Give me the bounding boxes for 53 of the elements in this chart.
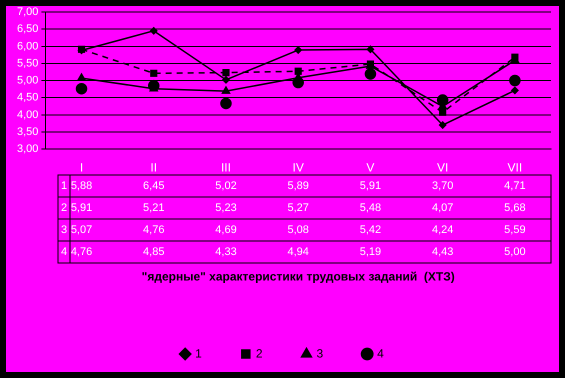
data-label: 5,21: [143, 202, 164, 214]
x-tick-label: IV: [292, 160, 304, 175]
x-tick-label: III: [220, 160, 231, 175]
y-tick-label: 5,50: [16, 57, 38, 70]
data-label: 5,42: [360, 224, 382, 236]
data-label: 4,76: [70, 246, 92, 258]
legend-label: 2: [256, 346, 263, 360]
data-label: 5,08: [287, 224, 309, 236]
text: "ядерные" характеристики трудовых заданий (ХТЗ): [142, 269, 455, 284]
x-tick-label: VII: [508, 160, 522, 175]
data-label: 5,48: [360, 202, 382, 214]
x-tick-label: II: [150, 160, 158, 175]
text: 2: [60, 202, 68, 214]
y-tick-label: 3,50: [16, 126, 38, 138]
data-label: 4,76: [143, 224, 164, 236]
data-label: 5,00: [504, 246, 526, 258]
y-tick-label: 5,00: [16, 74, 38, 87]
x-tick-label: I: [80, 160, 84, 175]
legend-label: 1: [195, 346, 202, 360]
data-label: 4,85: [143, 246, 164, 258]
y-tick-label: 3,00: [16, 143, 38, 156]
data-label: 5,68: [504, 202, 526, 214]
data-label: 5,91: [360, 180, 382, 192]
data-label: 5,88: [70, 180, 92, 192]
data-label: 5,27: [287, 202, 309, 214]
data-label: 6,45: [143, 180, 164, 192]
text: 1: [60, 180, 68, 192]
data-label: 5,07: [70, 224, 92, 236]
data-label: 5,89: [287, 180, 309, 192]
data-label: 4,43: [432, 246, 454, 258]
data-label: 4,07: [432, 202, 454, 214]
legend-label: 4: [377, 346, 384, 360]
data-label: 4,24: [432, 224, 454, 236]
data-label: 5,19: [360, 246, 382, 258]
data-label: 4,69: [215, 224, 237, 236]
text: 3: [60, 224, 68, 236]
data-label: 4,71: [504, 180, 526, 192]
data-label: 5,02: [215, 180, 237, 192]
x-tick-label: VI: [436, 160, 448, 175]
y-tick-label: 4,50: [16, 92, 38, 104]
data-label: 5,59: [504, 224, 526, 236]
data-label: 4,94: [287, 246, 309, 258]
x-tick-label: V: [366, 160, 374, 175]
y-tick-label: 6,00: [16, 40, 38, 52]
text: 4: [60, 246, 68, 258]
y-tick-label: 4,00: [16, 108, 38, 121]
data-label: 5,91: [70, 202, 92, 214]
y-tick-label: 6,50: [16, 23, 38, 36]
legend-label: 3: [316, 346, 324, 360]
data-label: 4,33: [215, 246, 237, 258]
y-tick-label: 7,00: [16, 6, 38, 18]
data-label: 3,70: [432, 180, 454, 192]
data-label: 5,23: [215, 202, 237, 214]
